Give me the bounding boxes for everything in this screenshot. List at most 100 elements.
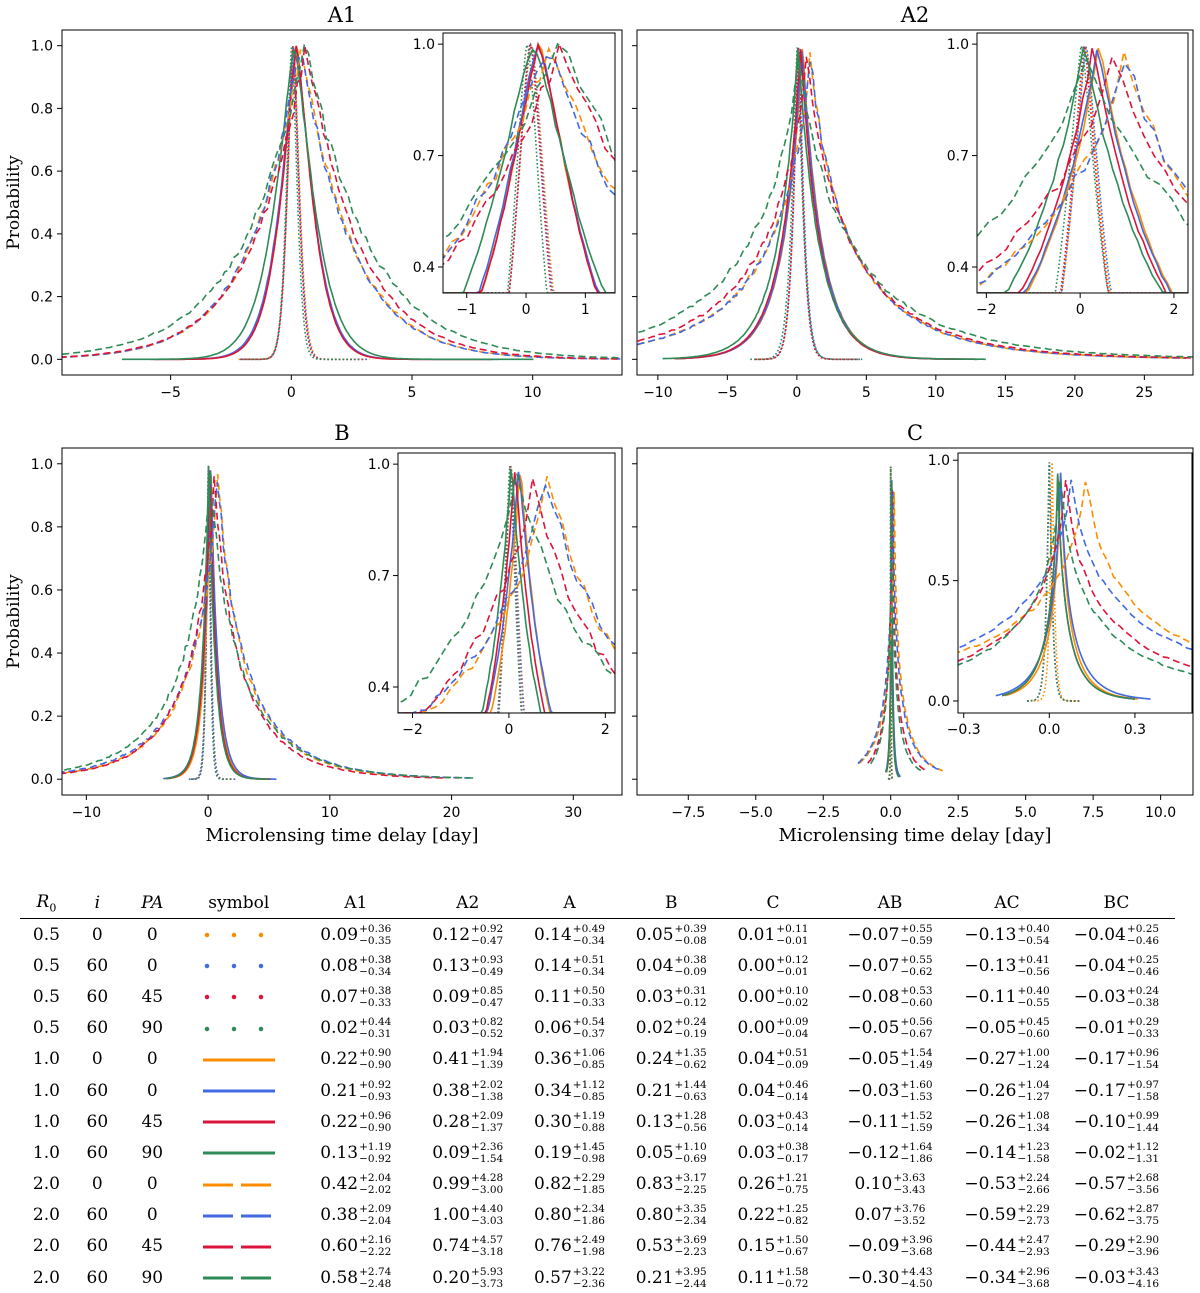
value-median: 0.06 bbox=[534, 1018, 572, 1038]
value-with-error: 0.07+0.38−0.33 bbox=[320, 985, 391, 1009]
table-header-row: R0 i PA symbol A1 A2 A B C AB AC BC bbox=[20, 888, 1175, 919]
value-median: −0.27 bbox=[964, 1049, 1016, 1069]
value-median: −0.59 bbox=[964, 1205, 1016, 1225]
value-errors: +2.29−1.85 bbox=[573, 1172, 605, 1196]
value-with-error: 0.22+1.25−0.82 bbox=[737, 1203, 808, 1227]
value-upper-error: +0.25 bbox=[1127, 923, 1159, 935]
cell-ab: −0.05+0.56−0.67 bbox=[824, 1013, 956, 1044]
value-median: 0.80 bbox=[636, 1205, 674, 1225]
header-c: C bbox=[722, 888, 824, 919]
value-median: 0.03 bbox=[636, 987, 674, 1007]
cell-a1: 0.02+0.44−0.31 bbox=[295, 1013, 417, 1044]
value-with-error: −0.03+3.43−4.16 bbox=[1074, 1266, 1159, 1290]
value-errors: +2.90−3.96 bbox=[1127, 1234, 1159, 1258]
cell-symbol bbox=[183, 1137, 295, 1168]
header-a2: A2 bbox=[417, 888, 519, 919]
value-upper-error: +0.49 bbox=[573, 923, 605, 935]
value-errors: +3.35−2.34 bbox=[675, 1203, 707, 1227]
cell-symbol bbox=[183, 1075, 295, 1106]
value-upper-error: +3.96 bbox=[900, 1234, 932, 1246]
value-with-error: 1.00+4.40−3.03 bbox=[432, 1203, 503, 1227]
value-median: 0.00 bbox=[737, 956, 775, 976]
value-lower-error: −0.01 bbox=[776, 966, 808, 978]
value-with-error: 0.13+0.93−0.49 bbox=[432, 954, 503, 978]
value-median: 0.12 bbox=[432, 925, 470, 945]
value-median: 0.10 bbox=[854, 1174, 892, 1194]
value-lower-error: −1.86 bbox=[573, 1215, 605, 1227]
value-median: 0.13 bbox=[432, 956, 470, 976]
series-line-10 bbox=[0, 57, 757, 360]
value-errors: +0.29−0.33 bbox=[1127, 1016, 1159, 1040]
value-upper-error: +1.50 bbox=[776, 1234, 808, 1246]
value-lower-error: −0.72 bbox=[776, 1278, 808, 1290]
value-median: −0.05 bbox=[847, 1018, 899, 1038]
value-lower-error: −3.18 bbox=[471, 1246, 503, 1258]
value-lower-error: −3.00 bbox=[471, 1184, 503, 1196]
cell-i: 60 bbox=[73, 981, 122, 1012]
value-with-error: 0.80+3.35−2.34 bbox=[636, 1203, 707, 1227]
value-median: −0.09 bbox=[847, 1236, 899, 1256]
x-tick-label: 5 bbox=[862, 385, 871, 401]
inset-y-tick-label: 1.0 bbox=[368, 457, 390, 473]
series-line-7 bbox=[674, 49, 976, 359]
cell-bc: −0.57+2.68−3.56 bbox=[1058, 1169, 1175, 1200]
cell-b: 0.05+0.39−0.08 bbox=[620, 919, 722, 951]
value-lower-error: −1.85 bbox=[573, 1184, 605, 1196]
value-errors: +0.55−0.59 bbox=[900, 923, 932, 947]
value-lower-error: −0.04 bbox=[776, 1028, 808, 1040]
value-median: 0.21 bbox=[636, 1081, 674, 1101]
value-median: 0.04 bbox=[737, 1049, 775, 1069]
value-upper-error: +0.55 bbox=[900, 923, 932, 935]
value-with-error: −0.44+2.47−2.93 bbox=[964, 1234, 1049, 1258]
cell-ab: −0.11+1.52−1.59 bbox=[824, 1106, 956, 1137]
value-median: −0.30 bbox=[847, 1268, 899, 1288]
legend-symbol bbox=[199, 1179, 279, 1191]
value-with-error: 0.10+3.63−3.43 bbox=[854, 1172, 925, 1196]
cell-a2: 0.09+2.36−1.54 bbox=[417, 1137, 519, 1168]
value-median: −0.12 bbox=[847, 1143, 899, 1163]
cell-b: 0.04+0.38−0.09 bbox=[620, 950, 722, 981]
value-errors: +3.17−2.25 bbox=[675, 1172, 707, 1196]
value-lower-error: −1.24 bbox=[1017, 1059, 1049, 1071]
chart-title: A1 bbox=[327, 3, 357, 27]
chart-title: A2 bbox=[900, 3, 930, 27]
cell-bc: −0.04+0.25−0.46 bbox=[1058, 950, 1175, 981]
value-errors: +0.38−0.34 bbox=[359, 954, 391, 978]
value-lower-error: −1.38 bbox=[471, 1091, 503, 1103]
value-errors: +0.11−0.01 bbox=[776, 923, 808, 947]
value-median: 0.07 bbox=[854, 1205, 892, 1225]
value-upper-error: +0.51 bbox=[573, 954, 605, 966]
value-with-error: −0.57+2.68−3.56 bbox=[1074, 1172, 1159, 1196]
value-median: 0.76 bbox=[534, 1236, 572, 1256]
value-with-error: 0.99+4.28−3.00 bbox=[432, 1172, 503, 1196]
value-median: −0.10 bbox=[1074, 1112, 1126, 1132]
value-median: 0.82 bbox=[534, 1174, 572, 1194]
value-upper-error: +4.28 bbox=[471, 1172, 503, 1184]
value-errors: +0.54−0.37 bbox=[573, 1016, 605, 1040]
value-lower-error: −2.36 bbox=[573, 1278, 605, 1290]
cell-bc: −0.04+0.25−0.46 bbox=[1058, 919, 1175, 951]
value-lower-error: −1.98 bbox=[573, 1246, 605, 1258]
value-lower-error: −2.23 bbox=[675, 1246, 707, 1258]
value-upper-error: +1.25 bbox=[776, 1203, 808, 1215]
value-lower-error: −0.90 bbox=[359, 1122, 391, 1134]
cell-ab: −0.05+1.54−1.49 bbox=[824, 1044, 956, 1075]
value-lower-error: −0.85 bbox=[573, 1059, 605, 1071]
value-lower-error: −0.67 bbox=[776, 1246, 808, 1258]
value-upper-error: +0.54 bbox=[573, 1016, 605, 1028]
y-tick-label: 0.0 bbox=[31, 352, 53, 368]
value-errors: +1.23−1.58 bbox=[1017, 1141, 1049, 1165]
value-with-error: 0.09+0.85−0.47 bbox=[432, 985, 503, 1009]
value-with-error: −0.34+2.96−3.68 bbox=[964, 1266, 1049, 1290]
cell-a: 0.14+0.51−0.34 bbox=[519, 950, 621, 981]
cell-a1: 0.07+0.38−0.33 bbox=[295, 981, 417, 1012]
value-lower-error: −0.08 bbox=[675, 935, 707, 947]
value-lower-error: −1.58 bbox=[1017, 1153, 1049, 1165]
cell-symbol bbox=[183, 1169, 295, 1200]
cell-c: 0.03+0.43−0.14 bbox=[722, 1106, 824, 1137]
value-upper-error: +1.19 bbox=[359, 1141, 391, 1153]
value-errors: +0.82−0.52 bbox=[471, 1016, 503, 1040]
x-tick-label: −10 bbox=[72, 805, 102, 821]
